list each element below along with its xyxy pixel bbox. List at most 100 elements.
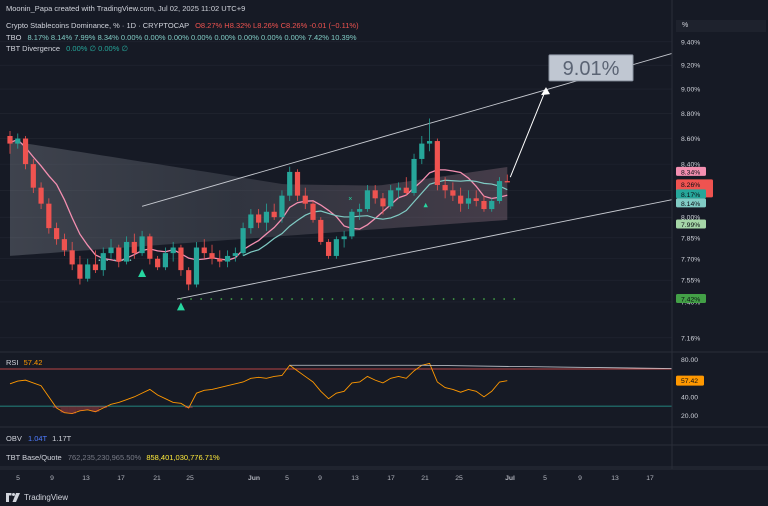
candle-body: [279, 195, 285, 218]
candle-body: [155, 258, 161, 268]
time-tick-label: 9: [578, 475, 582, 482]
candle-body: [224, 255, 231, 262]
support-dot: [311, 298, 314, 300]
rsi-tick-label: 40.00: [681, 394, 698, 401]
candle-body: [333, 239, 339, 256]
candles: [7, 118, 510, 291]
price-tick-label: 9.40%: [681, 39, 700, 46]
signal-dot: [114, 259, 116, 261]
support-dot: [442, 298, 445, 300]
support-dot: [472, 298, 475, 300]
target-label-text: 9.01%: [563, 58, 620, 80]
time-tick-label: 25: [455, 475, 463, 482]
candle-body: [473, 198, 479, 201]
time-axis[interactable]: 5 9 13 17 21 25 Jun 5 9 13 17 21 25 Jul 5 9 13 17: [0, 0, 768, 482]
rsi-oversold-fill: [60, 406, 69, 413]
candle-body: [388, 190, 394, 207]
support-dot: [361, 298, 364, 300]
obv-value-1: 1.04T: [27, 434, 47, 443]
price-tag-text: 7.99%: [681, 222, 700, 229]
candle-body: [380, 198, 386, 207]
support-dot: [493, 298, 495, 300]
support-dot: [452, 298, 455, 300]
time-tick-label: 25: [186, 475, 194, 482]
price-tag-box: [676, 198, 706, 208]
candle-body: [465, 198, 472, 204]
price-axis[interactable]: 9.40%9.20%9.00%8.80%8.60%8.40%8.20%8.00%…: [681, 39, 700, 342]
support-dot: [351, 298, 354, 300]
rsi-oversold-fill: [68, 406, 77, 414]
candle-body: [458, 195, 464, 204]
tbt-label: TBT Divergence: [6, 44, 61, 53]
brand-text: TradingView: [24, 493, 69, 502]
price-tick-label: 7.16%: [681, 335, 700, 342]
time-tick-label: 17: [646, 475, 654, 482]
tbt-bq-title: TBT Base/Quote: [6, 453, 62, 462]
support-dot: [260, 298, 263, 300]
rsi-legend[interactable]: RSI 57.42: [6, 358, 42, 367]
candle-body: [504, 181, 510, 183]
support-dot: [210, 298, 213, 300]
candle-body: [232, 253, 238, 256]
tbo-legend[interactable]: TBO 8.17% 8.14% 7.99% 8.34% 0.00% 0.00% …: [6, 33, 357, 42]
candle-body: [85, 264, 91, 279]
price-tag-text: 8.14%: [681, 201, 700, 208]
support-dot: [240, 298, 243, 300]
support-dot: [301, 298, 304, 300]
tradingview-brand[interactable]: TradingView: [6, 493, 68, 502]
candle-body: [139, 236, 145, 254]
tradingview-logo-icon: [6, 493, 20, 502]
time-tick-label: 13: [351, 475, 359, 482]
support-dot: [402, 298, 405, 300]
time-tick-label: 13: [82, 475, 90, 482]
tbo-cloud-fill: [10, 141, 508, 256]
time-tick-label: Jun: [248, 475, 260, 482]
price-tick-label: 8.80%: [681, 111, 700, 118]
candle-body: [123, 241, 130, 262]
support-dot: [422, 298, 425, 300]
candle-body: [318, 219, 324, 242]
support-dot: [392, 298, 394, 300]
support-dot: [382, 298, 384, 300]
signal-dot: [106, 259, 108, 261]
signal-dot: [121, 259, 124, 261]
symbol-title[interactable]: Crypto Stablecoins Dominance, % · 1D · C…: [6, 21, 189, 30]
tbt-base-quote-legend[interactable]: TBT Base/Quote 762,235,230,965.50% 858,4…: [6, 453, 220, 462]
price-tick-label: 9.00%: [681, 87, 700, 94]
candle-body: [162, 253, 168, 268]
candle-body: [147, 236, 153, 259]
time-tick-label: 13: [611, 475, 619, 482]
target-label-box: [548, 54, 634, 82]
support-dot: [220, 298, 223, 300]
target-arrow-line: [509, 88, 547, 178]
support-dot: [412, 298, 415, 300]
support-dot: [371, 298, 374, 300]
price-tick-label: 7.55%: [681, 278, 700, 285]
candle-body: [193, 247, 200, 285]
support-dot: [281, 298, 283, 300]
candle-body: [256, 214, 262, 223]
support-dot: [250, 298, 253, 300]
signal-markers: ×: [98, 196, 428, 311]
candle-body: [46, 203, 52, 229]
support-dot: [331, 298, 334, 300]
tbo-fast-line: [9, 139, 508, 263]
time-tick-label: 17: [117, 475, 125, 482]
obv-legend[interactable]: OBV 1.04T 1.17T: [6, 434, 71, 443]
tbt-legend[interactable]: TBT Divergence 0.00% ∅ 0.00% ∅: [6, 44, 128, 53]
candle-body: [302, 195, 308, 204]
cross-signal-marker: ×: [348, 196, 352, 203]
support-dot: [503, 298, 506, 300]
candle-body: [403, 187, 409, 193]
percent-scale-toggle[interactable]: %: [676, 20, 766, 32]
candle-body: [240, 228, 246, 254]
candle-body: [217, 258, 223, 262]
candle-body: [100, 253, 106, 271]
candle-body: [419, 143, 425, 159]
rsi-line: [9, 362, 508, 415]
candle-body: [442, 185, 448, 191]
candle-body: [496, 181, 503, 201]
tbo-label: TBO: [6, 33, 22, 42]
